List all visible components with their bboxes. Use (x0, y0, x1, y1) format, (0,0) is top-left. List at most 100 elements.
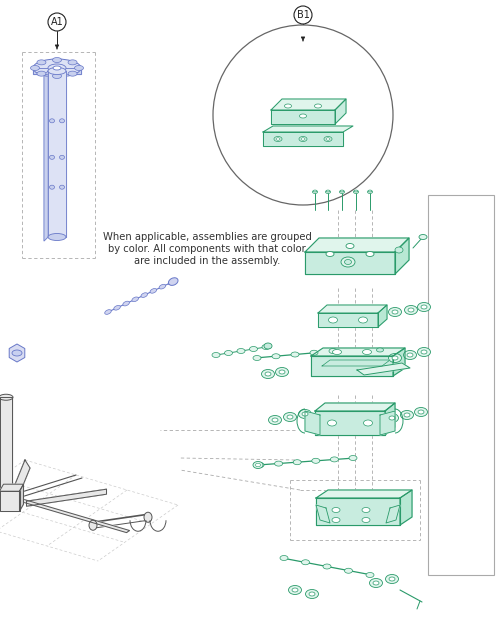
Ellipse shape (12, 350, 22, 356)
Ellipse shape (368, 191, 372, 194)
Polygon shape (378, 305, 387, 327)
Polygon shape (385, 403, 395, 435)
Ellipse shape (264, 343, 272, 349)
Ellipse shape (253, 356, 261, 361)
Ellipse shape (52, 73, 62, 78)
Bar (428, 195, 494, 575)
Ellipse shape (144, 512, 152, 522)
Ellipse shape (312, 191, 318, 194)
Ellipse shape (37, 60, 46, 65)
Ellipse shape (328, 317, 338, 323)
Ellipse shape (386, 575, 398, 584)
Ellipse shape (50, 155, 54, 160)
Ellipse shape (341, 257, 355, 267)
Ellipse shape (354, 190, 358, 192)
Text: A1: A1 (50, 17, 64, 27)
Polygon shape (271, 110, 335, 124)
Ellipse shape (256, 463, 264, 468)
Ellipse shape (74, 65, 84, 70)
Ellipse shape (404, 306, 417, 315)
Ellipse shape (358, 317, 368, 323)
Polygon shape (393, 348, 405, 376)
Ellipse shape (418, 348, 430, 356)
Ellipse shape (224, 351, 232, 356)
Ellipse shape (404, 351, 416, 360)
Text: When applicable, assemblies are grouped: When applicable, assemblies are grouped (102, 232, 312, 242)
Ellipse shape (262, 344, 270, 349)
Polygon shape (380, 411, 395, 435)
Ellipse shape (346, 244, 354, 249)
Ellipse shape (299, 137, 307, 142)
Ellipse shape (30, 65, 40, 70)
Ellipse shape (376, 348, 384, 352)
Ellipse shape (52, 58, 62, 63)
Ellipse shape (370, 579, 382, 587)
Ellipse shape (284, 104, 292, 108)
Ellipse shape (328, 420, 336, 426)
Ellipse shape (276, 368, 288, 377)
Ellipse shape (293, 460, 301, 465)
Ellipse shape (123, 301, 130, 306)
Ellipse shape (362, 349, 372, 354)
Ellipse shape (212, 353, 220, 358)
Ellipse shape (0, 394, 13, 400)
Circle shape (48, 13, 66, 31)
Ellipse shape (301, 138, 305, 141)
Ellipse shape (324, 137, 332, 142)
Ellipse shape (344, 568, 352, 573)
Ellipse shape (362, 518, 370, 522)
Ellipse shape (395, 247, 403, 253)
Polygon shape (395, 238, 409, 274)
Ellipse shape (268, 415, 281, 425)
Ellipse shape (407, 353, 413, 357)
Ellipse shape (349, 456, 357, 460)
Ellipse shape (150, 289, 156, 293)
Polygon shape (10, 460, 30, 503)
Ellipse shape (330, 457, 338, 462)
Ellipse shape (418, 410, 424, 414)
Ellipse shape (132, 297, 138, 302)
Ellipse shape (332, 349, 342, 354)
Ellipse shape (364, 420, 372, 426)
Ellipse shape (326, 251, 334, 256)
Ellipse shape (312, 458, 320, 463)
Ellipse shape (329, 349, 337, 353)
Ellipse shape (313, 190, 317, 192)
Ellipse shape (253, 461, 263, 468)
Polygon shape (0, 484, 24, 491)
Ellipse shape (48, 234, 66, 241)
Ellipse shape (302, 560, 310, 565)
Circle shape (213, 25, 393, 205)
Text: are included in the assembly.: are included in the assembly. (134, 256, 280, 266)
Text: B1: B1 (296, 10, 310, 20)
Polygon shape (0, 491, 130, 532)
Polygon shape (318, 313, 378, 327)
Ellipse shape (48, 64, 66, 72)
Ellipse shape (306, 589, 318, 598)
Ellipse shape (388, 308, 402, 316)
Ellipse shape (284, 413, 296, 422)
Ellipse shape (237, 349, 245, 353)
Ellipse shape (141, 292, 148, 298)
Ellipse shape (60, 155, 64, 160)
Polygon shape (335, 99, 346, 124)
Polygon shape (305, 411, 320, 435)
Polygon shape (0, 491, 20, 511)
Ellipse shape (326, 190, 330, 192)
Ellipse shape (419, 234, 427, 239)
Ellipse shape (274, 137, 282, 142)
Ellipse shape (0, 494, 13, 500)
Ellipse shape (309, 592, 315, 596)
Ellipse shape (340, 191, 344, 194)
Ellipse shape (159, 284, 166, 289)
Polygon shape (271, 99, 346, 110)
Ellipse shape (279, 370, 285, 374)
Polygon shape (400, 490, 412, 525)
Ellipse shape (288, 586, 302, 594)
Polygon shape (33, 68, 81, 74)
Ellipse shape (60, 119, 64, 123)
Ellipse shape (326, 138, 330, 141)
Ellipse shape (392, 310, 398, 314)
Polygon shape (318, 305, 387, 313)
Ellipse shape (50, 119, 54, 123)
